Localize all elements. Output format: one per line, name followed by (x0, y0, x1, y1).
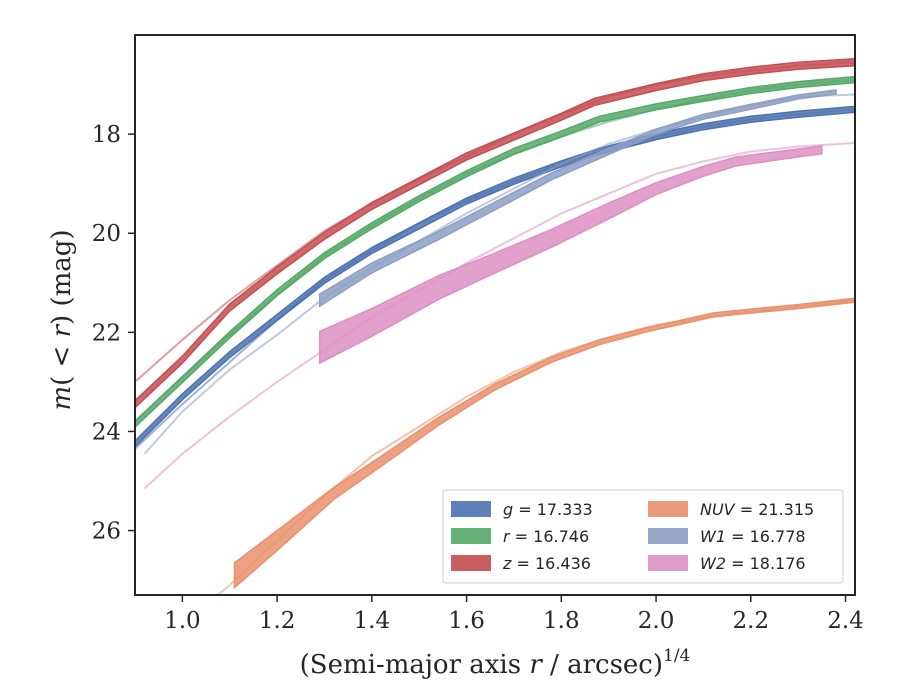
legend-swatch (648, 528, 688, 544)
y-tick-label: 22 (92, 320, 121, 346)
x-tick-label: 1.0 (164, 608, 201, 634)
plot-frame (134, 34, 856, 596)
measured-band-w1 (318, 89, 837, 308)
series-layer (135, 58, 855, 595)
legend-label: W1 = 16.778 (700, 527, 806, 546)
legend-label: g = 17.333 (503, 500, 593, 519)
legend-item-g: g = 17.333 (451, 500, 593, 519)
x-tick-label: 2.0 (638, 608, 675, 634)
y-tick-label: 26 (92, 519, 121, 545)
legend-label: z = 16.436 (502, 554, 591, 573)
legend-item-r: r = 16.746 (451, 527, 589, 546)
model-curve-w2 (143, 142, 855, 490)
legend-label: W2 = 18.176 (700, 554, 806, 573)
measured-band-nuv (233, 297, 855, 590)
x-axis-label: (Semi-major axis r / arcsec)1/4 (300, 646, 691, 680)
legend-swatch (451, 555, 491, 571)
legend-swatch (648, 501, 688, 517)
x-tick-label: 1.2 (259, 608, 296, 634)
legend-swatch (451, 501, 491, 517)
y-tick-label: 24 (92, 419, 121, 445)
x-tick-label: 1.8 (543, 608, 580, 634)
x-tick-label: 2.4 (827, 608, 864, 634)
legend-item-w1: W1 = 16.778 (648, 527, 806, 546)
ticks-layer: 1.0 1.2 1.4 1.6 1.8 2.0 2.2 2.4 18 20 22 24 26 (92, 122, 864, 634)
x-tick-label: 2.2 (733, 608, 770, 634)
y-tick-label: 20 (92, 221, 121, 247)
y-tick-label: 18 (92, 122, 121, 148)
measured-band-z (135, 58, 855, 409)
model-curve-nuv (216, 299, 855, 595)
measured-band-w2 (318, 145, 823, 365)
legend-swatch (451, 528, 491, 544)
legend-swatch (648, 555, 688, 571)
legend: g = 17.333 r = 16.746 z = 16.436 NUV = 21.3… (442, 489, 844, 584)
legend-item-z: z = 16.436 (451, 554, 591, 573)
legend-label: NUV = 21.315 (700, 500, 814, 519)
legend-box (442, 489, 844, 584)
x-tick-label: 1.4 (354, 608, 391, 634)
legend-item-w2: W2 = 18.176 (648, 554, 806, 573)
y-axis-label: m( < r) (mag) (47, 229, 77, 410)
legend-label: r = 16.746 (503, 527, 589, 546)
measured-band-g (135, 105, 855, 448)
legend-item-nuv: NUV = 21.315 (648, 500, 814, 519)
measured-band-r (135, 75, 855, 429)
x-tick-label: 1.6 (448, 608, 485, 634)
model-curve-r (135, 78, 855, 423)
